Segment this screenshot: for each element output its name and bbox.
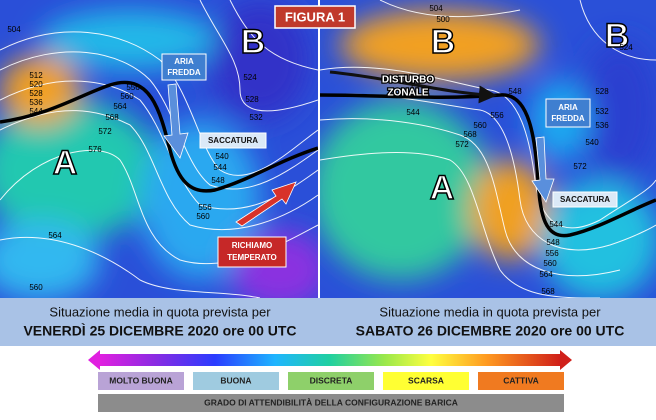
caption-date: VENERDÌ 25 DICEMBRE 2020 ore 00 UTC [23, 323, 296, 339]
cold-air-arrow [163, 83, 189, 159]
high-label: A [53, 144, 78, 182]
warm-label: TEMPERATO [227, 253, 276, 262]
title-box [274, 5, 356, 29]
contour-label: 500 [436, 15, 450, 24]
contour-label: 572 [455, 140, 469, 149]
contour-label: 540 [585, 138, 599, 147]
legend-label: MOLTO BUONA [109, 375, 172, 385]
contour-label: 548 [508, 87, 522, 96]
contour-label: 524 [243, 73, 257, 82]
contour-label: 548 [211, 176, 225, 185]
cold-air-label: FREDDA [167, 68, 201, 77]
label-box [161, 53, 207, 81]
jet-axis [320, 93, 656, 238]
contour-label: 568 [105, 113, 119, 122]
legend: MOLTO BUONA BUONA DISCRETA SCARSA CATTIVA [98, 372, 564, 390]
contour-label: 572 [98, 127, 112, 136]
zonal-arrow [329, 70, 497, 104]
caption: Situazione media in quota prevista per [379, 304, 601, 319]
low-label: B [605, 17, 630, 55]
left-map [0, 0, 318, 298]
cold-air-label: ARIA [174, 57, 194, 66]
caption-band [0, 298, 656, 346]
contour-label: 544 [29, 107, 43, 116]
contour-label: 544 [213, 163, 227, 172]
high-label: A [430, 169, 455, 207]
caption-date: SABATO 26 DICEMBRE 2020 ore 00 UTC [356, 323, 625, 339]
zonal-label: DISTURBO [382, 75, 434, 86]
contour-label: 564 [539, 270, 553, 279]
contour-label: 504 [429, 4, 443, 13]
contour-label: 548 [546, 238, 560, 247]
low-label: B [431, 23, 456, 61]
contour-label: 556 [198, 203, 212, 212]
cold-air-arrow [531, 136, 555, 203]
legend-label: DISCRETA [310, 375, 353, 385]
contour-label: 532 [249, 113, 263, 122]
field [320, 10, 656, 298]
contour-label: 528 [29, 89, 43, 98]
contour-labels: 5045125205285365445565605645685725765245… [7, 4, 633, 296]
legend-box [98, 372, 184, 390]
contour-label: 568 [463, 130, 477, 139]
legend-box [193, 372, 279, 390]
legend-box [478, 372, 564, 390]
contour-label: 528 [595, 87, 609, 96]
contour-label: 556 [545, 249, 559, 258]
figure-title: FIGURA 1 [285, 9, 345, 24]
contour-label: 520 [29, 80, 43, 89]
scale-tip [88, 350, 100, 370]
contour-label: 564 [113, 102, 127, 111]
contour-label: 528 [245, 95, 259, 104]
legend-label: CATTIVA [503, 375, 539, 385]
warm-label: RICHIAMO [232, 241, 272, 250]
zonal-label: ZONALE [387, 88, 428, 99]
contour-label: 560 [473, 121, 487, 130]
jet-axis [0, 80, 318, 193]
scale-tip [560, 350, 572, 370]
low-label: B [241, 23, 266, 61]
reliability-scale [100, 354, 560, 366]
contour-label: 556 [490, 111, 504, 120]
contour-label: 572 [573, 162, 587, 171]
contour-label: 544 [549, 220, 563, 229]
trough-label: SACCATURA [560, 195, 610, 204]
contour-label: 560 [543, 259, 557, 268]
contour-label: 560 [196, 212, 210, 221]
contour-label: 532 [595, 107, 609, 116]
warm-arrow [235, 181, 297, 227]
cold-air-label: ARIA [558, 103, 578, 112]
contour-label: 536 [29, 98, 43, 107]
label-box [552, 191, 618, 208]
trough-label: SACCATURA [208, 136, 258, 145]
contour-lines [320, 0, 656, 298]
contour-label: 536 [595, 121, 609, 130]
label-box [217, 236, 287, 268]
contour-label: 560 [29, 283, 43, 292]
contour-label: 544 [406, 108, 420, 117]
contour-label: 560 [120, 92, 134, 101]
contour-label: 512 [29, 71, 43, 80]
contour-label: 568 [541, 287, 555, 296]
label-box [545, 98, 591, 128]
footer-label: GRADO DI ATTENDIBILITÀ DELLA CONFIGURAZI… [204, 397, 458, 407]
cold-air-label: FREDDA [551, 114, 585, 123]
legend-box [383, 372, 469, 390]
contour-label: 556 [126, 83, 140, 92]
contour-label: 524 [619, 43, 633, 52]
right-map [320, 0, 656, 298]
contour-label: 564 [48, 231, 62, 240]
footer-bar [98, 394, 564, 412]
contour-label: 540 [215, 152, 229, 161]
contour-label: 504 [7, 25, 21, 34]
legend-label: BUONA [220, 375, 251, 385]
legend-label: SCARSA [408, 375, 444, 385]
contour-label: 576 [88, 145, 102, 154]
label-box [199, 132, 267, 149]
legend-box [288, 372, 374, 390]
caption: Situazione media in quota prevista per [49, 304, 271, 319]
